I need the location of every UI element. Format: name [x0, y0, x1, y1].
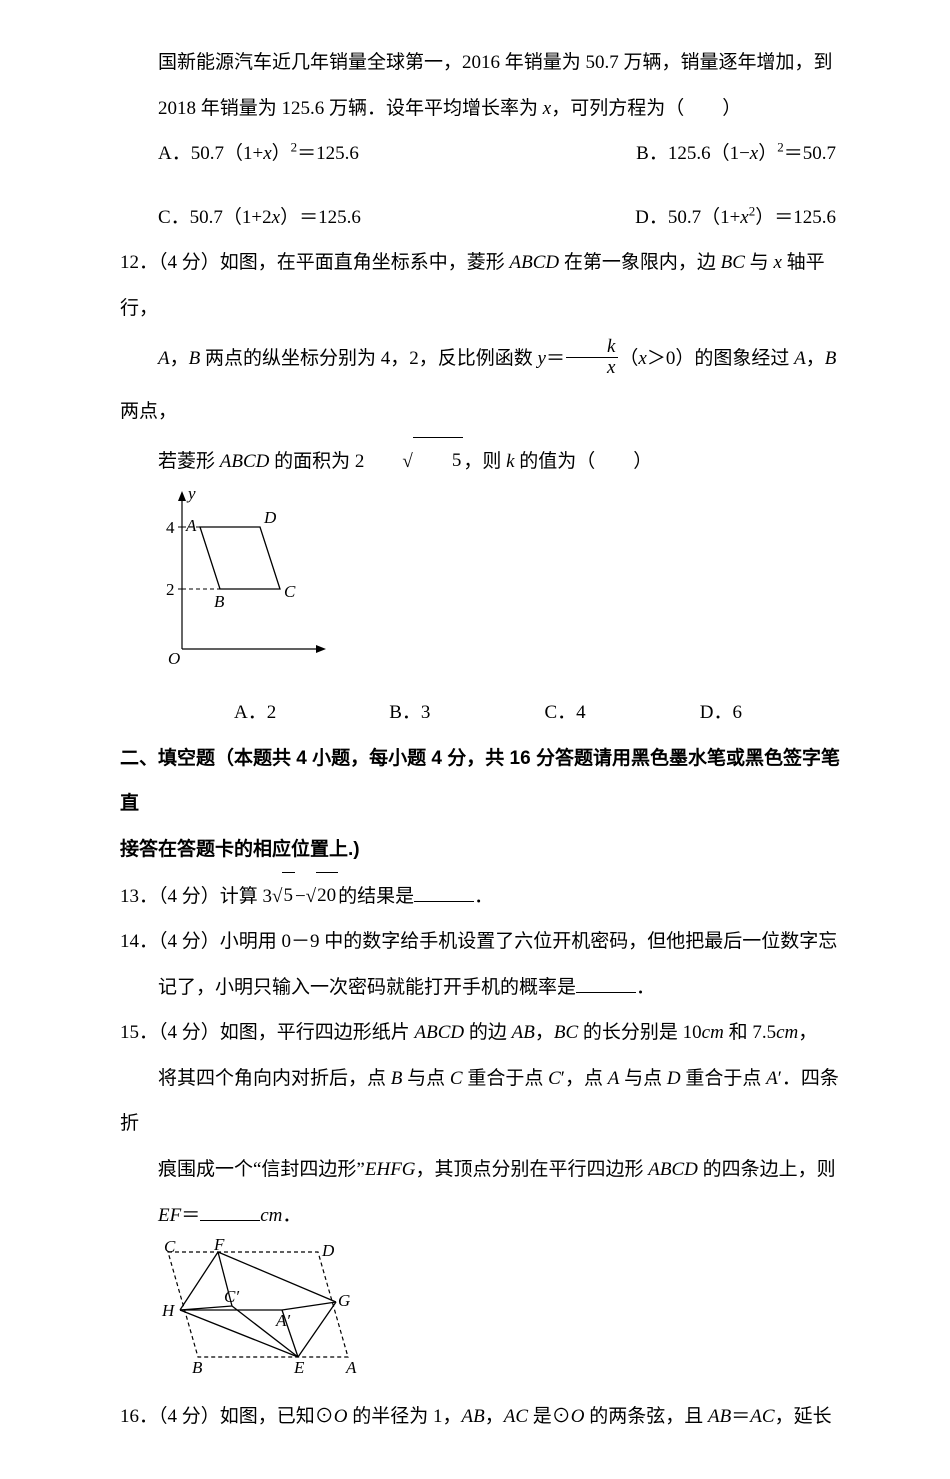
q12-opt-c: C．4: [545, 690, 700, 736]
svg-text:B: B: [192, 1358, 203, 1377]
svg-text:2: 2: [166, 580, 175, 599]
q11-opt-b: B．125.6（1−x）2＝50.7: [636, 131, 836, 177]
q15-line4: EF＝cm．: [120, 1193, 855, 1239]
q11-opt-d: D．50.7（1+x2）＝125.6: [635, 195, 836, 241]
q15-line3: 痕围成一个“信封四边形”EHFG，其顶点分别在平行四边形 ABCD 的四条边上，…: [120, 1147, 855, 1193]
q12-options: A．2 B．3 C．4 D．6: [120, 690, 855, 736]
q14-line2: 记了，小明只输入一次密码就能打开手机的概率是．: [120, 965, 855, 1011]
section-2-head-line1: 二、填空题（本题共 4 小题，每小题 4 分，共 16 分答题请用黑色墨水笔或黑…: [120, 736, 855, 827]
q12-opt-a: A．2: [234, 690, 389, 736]
q11-stem2-var: x: [543, 98, 551, 119]
sqrt-20: 20: [306, 873, 338, 920]
q15-svg: CDBAFEHGC′A′: [158, 1242, 358, 1372]
svg-text:H: H: [161, 1301, 176, 1320]
svg-text:F: F: [213, 1235, 225, 1254]
svg-text:y: y: [186, 484, 196, 503]
q11-opt-c: C．50.7（1+2x）＝125.6: [158, 195, 361, 241]
q12-opt-b: B．3: [389, 690, 544, 736]
svg-text:O: O: [168, 649, 180, 668]
q12-stem-line2: A，B 两点的纵坐标分别为 4，2，反比例函数 y＝kx（x＞0）的图象经过 A…: [120, 332, 855, 438]
q13-line: 13．（4 分）计算 35−20的结果是．: [120, 873, 855, 920]
svg-text:A: A: [345, 1358, 357, 1377]
fraction-k-over-x: kx: [566, 337, 618, 378]
q15-line2: 将其四个角向内对折后，点 B 与点 C 重合于点 C′，点 A 与点 D 重合于…: [120, 1056, 855, 1147]
q11-stem2-post: ，可列方程为（ ）: [551, 98, 741, 119]
svg-text:C: C: [284, 582, 296, 601]
q12-stem-line3: 若菱形 ABCD 的面积为 25，则 k 的值为（ ）: [120, 438, 855, 485]
q11-opt-a: A．50.7（1+x）2＝125.6: [158, 131, 359, 177]
q14-line1: 14．（4 分）小明用 0－9 中的数字给手机设置了六位开机密码，但他把最后一位…: [120, 919, 855, 965]
svg-text:D: D: [321, 1241, 335, 1260]
svg-text:A′: A′: [275, 1311, 290, 1330]
svg-text:C′: C′: [224, 1287, 239, 1306]
sqrt-5-b: 5: [272, 873, 295, 920]
q12-figure: yO42ADBC: [158, 489, 855, 687]
svg-text:B: B: [214, 592, 225, 611]
q13-blank: [414, 882, 474, 902]
svg-text:E: E: [293, 1358, 305, 1377]
svg-text:D: D: [263, 508, 277, 527]
q11-row-ab: A．50.7（1+x）2＝125.6 B．125.6（1−x）2＝50.7: [120, 131, 855, 177]
svg-text:G: G: [338, 1291, 350, 1310]
q11-stem2-pre: 2018 年销量为 125.6 万辆．设年平均增长率为: [158, 98, 543, 119]
q12-svg: yO42ADBC: [158, 489, 328, 669]
svg-text:C: C: [164, 1237, 176, 1256]
q15-blank: [200, 1201, 260, 1221]
q16-line: 16．（4 分）如图，已知⊙O 的半径为 1，AB，AC 是⊙O 的两条弦，且 …: [120, 1394, 855, 1440]
q14-blank: [576, 973, 636, 993]
q15-figure: CDBAFEHGC′A′: [158, 1242, 855, 1390]
q11-row-cd: C．50.7（1+2x）＝125.6 D．50.7（1+x2）＝125.6: [120, 195, 855, 241]
q11-stem-line1: 国新能源汽车近几年销量全球第一，2016 年销量为 50.7 万辆，销量逐年增加…: [120, 40, 855, 86]
section-2-head-line2: 接答在答题卡的相应位置上.): [120, 827, 855, 873]
q12-opt-d: D．6: [700, 690, 855, 736]
svg-text:A: A: [185, 516, 197, 535]
q12-stem-line1: 12．（4 分）如图，在平面直角坐标系中，菱形 ABCD 在第一象限内，边 BC…: [120, 240, 855, 331]
q15-line1: 15．（4 分）如图，平行四边形纸片 ABCD 的边 AB，BC 的长分别是 1…: [120, 1010, 855, 1056]
svg-text:4: 4: [166, 518, 175, 537]
q11-stem-line2: 2018 年销量为 125.6 万辆．设年平均增长率为 x，可列方程为（ ）: [120, 86, 855, 132]
sqrt-5: 5: [364, 438, 463, 485]
